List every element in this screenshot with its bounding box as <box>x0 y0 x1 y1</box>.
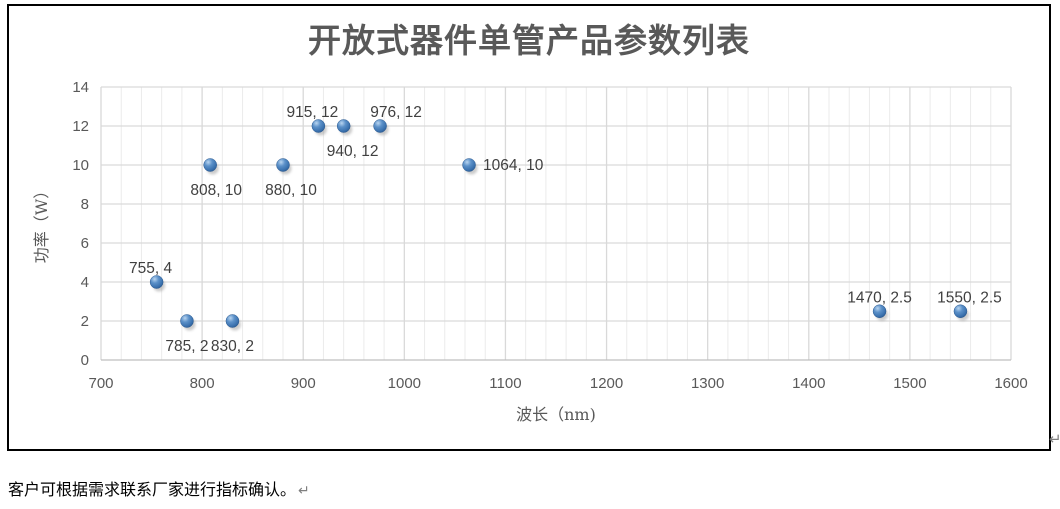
data-point-label: 830, 2 <box>211 338 254 355</box>
data-point[interactable]: 1550, 2.5 <box>937 289 1002 321</box>
data-point[interactable]: 808, 10 <box>190 158 242 200</box>
y-tick-label: 14 <box>72 79 89 96</box>
footer-text: 客户可根据需求联系厂家进行指标确认。 <box>8 480 297 499</box>
y-tick-label: 4 <box>81 274 89 291</box>
paragraph-return-icon: ↵ <box>298 483 310 499</box>
x-tick-label: 1000 <box>388 375 421 392</box>
x-tick-label: 1200 <box>590 375 623 392</box>
data-point-label: 880, 10 <box>265 182 317 199</box>
data-point-label: 940, 12 <box>327 143 379 160</box>
data-point-marker <box>203 158 217 172</box>
x-tick-label: 1100 <box>489 375 521 392</box>
data-point-label: 915, 12 <box>287 104 339 121</box>
data-point[interactable]: 940, 12 <box>327 119 379 161</box>
x-tick-label: 1600 <box>994 375 1027 392</box>
data-point-label: 1550, 2.5 <box>937 289 1002 306</box>
data-point-label: 785, 2 <box>165 338 208 355</box>
data-point-marker <box>225 314 240 328</box>
data-point[interactable]: 1064, 10 <box>462 157 544 175</box>
data-point[interactable]: 830, 2 <box>211 314 254 356</box>
y-tick-label: 10 <box>72 157 89 174</box>
data-point-label: 755, 4 <box>129 260 172 277</box>
y-tick-label: 6 <box>81 235 89 252</box>
x-tick-label: 1500 <box>893 375 926 392</box>
data-point-marker <box>180 314 194 328</box>
chart-frame[interactable] <box>7 4 1051 451</box>
y-axis-title: 功率（W） <box>32 182 51 264</box>
data-point-marker <box>149 275 164 289</box>
data-point-marker <box>276 158 290 172</box>
data-point-marker <box>462 158 476 172</box>
data-point-marker <box>373 119 387 133</box>
data-point[interactable]: 976, 12 <box>370 104 422 136</box>
x-tick-label: 1300 <box>691 375 724 392</box>
data-point-label: 1470, 2.5 <box>847 289 912 306</box>
data-point-marker <box>311 119 326 133</box>
data-point[interactable]: 1470, 2.5 <box>847 289 912 321</box>
data-point-label: 1064, 10 <box>483 157 544 174</box>
x-tick-label: 900 <box>291 375 316 392</box>
y-tick-label: 0 <box>81 352 89 369</box>
chart-title: 开放式器件单管产品参数列表 <box>308 21 750 60</box>
data-point-marker <box>872 304 887 318</box>
y-tick-label: 12 <box>72 118 89 135</box>
paragraph-return-icon: ↵ <box>1049 430 1060 448</box>
data-point-label: 808, 10 <box>190 182 242 199</box>
y-tick-label: 8 <box>81 196 89 213</box>
data-point-marker <box>953 304 968 318</box>
x-axis-title: 波长（nm) <box>516 405 596 424</box>
x-tick-label: 800 <box>190 375 215 392</box>
data-point-marker <box>336 119 351 133</box>
data-point-label: 976, 12 <box>370 104 422 121</box>
data-point[interactable]: 785, 2 <box>165 314 208 356</box>
data-point[interactable]: 880, 10 <box>265 158 317 200</box>
data-point[interactable]: 915, 12 <box>287 104 339 136</box>
y-tick-label: 2 <box>81 313 89 330</box>
footer-paragraph: 客户可根据需求联系厂家进行指标确认。 ↵ <box>8 476 310 500</box>
x-tick-label: 700 <box>88 375 113 392</box>
x-tick-label: 1400 <box>792 375 825 392</box>
data-point[interactable]: 755, 4 <box>129 260 173 292</box>
